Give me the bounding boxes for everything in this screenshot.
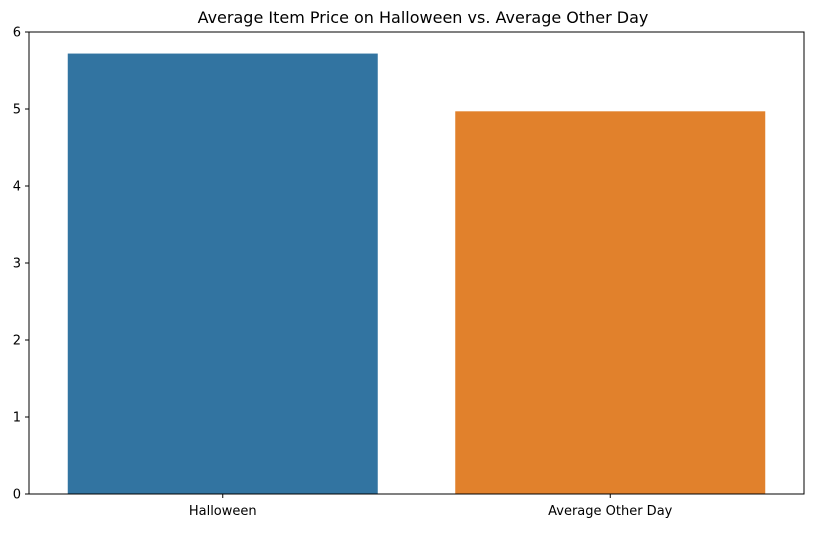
y-tick-label: 4 bbox=[13, 180, 21, 195]
bar-halloween bbox=[67, 53, 378, 495]
y-tick-label: 6 bbox=[13, 26, 21, 41]
plot-frame bbox=[28, 31, 805, 495]
bar-average-other-day bbox=[455, 111, 766, 494]
y-tick-label: 3 bbox=[13, 257, 21, 272]
x-tick-label: Halloween bbox=[189, 504, 257, 519]
y-tick-label: 2 bbox=[13, 334, 21, 349]
y-tick-label: 0 bbox=[13, 488, 21, 503]
x-tick-label: Average Other Day bbox=[548, 504, 673, 519]
y-tick-label: 1 bbox=[13, 411, 21, 426]
axes-layer: Halloween Average Other Day 0 1 2 3 4 5 6 bbox=[13, 26, 805, 519]
bars-layer bbox=[67, 53, 766, 495]
y-tick-label: 5 bbox=[13, 103, 21, 118]
chart-title: Average Item Price on Halloween vs. Aver… bbox=[198, 8, 649, 27]
